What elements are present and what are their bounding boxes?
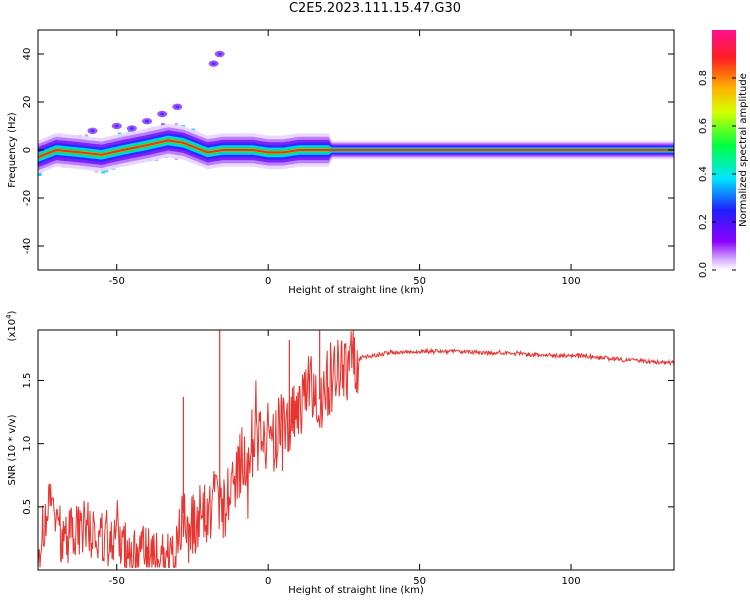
colorbar-tick-label: 0.6 [698,118,709,134]
spectrogram-x-ticks: -50 0 50 100 [109,30,581,287]
spectrogram-y-axis-label: Frequency (Hz) [7,112,18,188]
colorbar-tick-label: 0.4 [698,166,709,182]
snr-x-ticks: -50 0 50 100 [109,330,581,587]
x-tick-label: 100 [561,576,580,587]
spectrogram-panel: -50 0 50 100 40 20 0 -20 -40 Height of straight… [7,29,675,296]
spectrogram-cell [174,122,179,127]
spectrogram-band [38,137,674,161]
spectrogram-feature-core [217,52,222,56]
spectrogram-y-ticks: 40 20 0 -20 -40 [22,48,674,254]
y-tick-label: 1.0 [22,436,33,452]
y-tick-label: 20 [22,96,33,109]
y-tick-label: 1.5 [22,373,33,389]
colorbar-tick-label: 0.2 [698,214,709,230]
snr-series-line [38,330,674,569]
snr-x-axis-label: Height of straight line (km) [288,585,424,596]
y-tick-label: 40 [22,48,33,61]
spectrogram-feature-core [160,112,165,116]
snr-y-ticks: 0.5 1.0 1.5 [22,373,674,515]
y-tick-label: -20 [22,190,33,206]
snr-y-axis-label: SNR (10 * v/v) [7,414,18,485]
spectrogram-ridge [38,139,674,159]
y-tick-label: -40 [22,238,33,254]
spectrogram-marks [38,50,674,176]
spectrogram-feature-core [175,105,180,109]
snr-frame [37,329,675,571]
snr-panel: -50 0 50 100 0.5 1.0 1.5 Height of straight l… [5,310,675,596]
spectrogram-feature-core [129,126,134,130]
x-tick-label: 0 [265,276,271,287]
colorbar-ticks: 0.0 0.2 0.4 0.6 0.8 [698,70,736,278]
x-tick-label: 50 [413,576,426,587]
x-tick-label: 50 [413,276,426,287]
snr-background [38,330,674,570]
x-tick-label: -50 [109,576,125,587]
y-tick-label: 0 [22,147,33,153]
colorbar: 0.0 0.2 0.4 0.6 0.8 Normalized spectral ampl… [698,30,749,278]
spectrogram-cell [84,134,89,139]
colorbar-gradient [712,30,736,270]
page-title: C2E5.2023.111.15.47.G30 [288,1,462,16]
spectrogram-feature-core [211,62,216,65]
spectrogram-feature-core [90,129,95,133]
x-tick-label: 100 [561,276,580,287]
spectrogram-cell [101,169,105,174]
spectrogram-cell [38,171,42,176]
spectrogram-feature-core [145,119,150,123]
colorbar-tick-label: 0.8 [698,70,709,86]
spectrogram-x-axis-label: Height of straight line (km) [288,285,424,296]
y-tick-label: 0.5 [22,499,33,515]
x-tick-label: 0 [265,576,271,587]
colorbar-label: Normalized spectral amplitude [738,73,749,227]
snr-marks [38,330,674,569]
colorbar-tick-label: 0.0 [698,262,709,278]
spectrogram-feature-core [114,124,119,128]
x-tick-label: -50 [109,276,125,287]
snr-y-multiplier: (x104) [5,310,18,341]
